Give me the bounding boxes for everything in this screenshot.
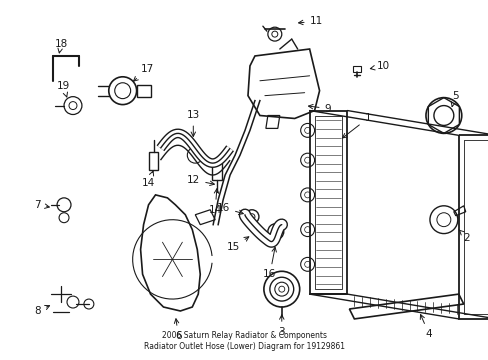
Text: 14: 14: [208, 189, 222, 215]
Text: 17: 17: [133, 64, 154, 81]
Text: 18: 18: [54, 39, 67, 53]
Text: 16: 16: [263, 247, 276, 279]
Text: 12: 12: [186, 175, 214, 185]
Text: 9: 9: [308, 104, 330, 113]
Text: 3: 3: [278, 315, 285, 337]
Text: 16: 16: [216, 203, 243, 215]
Text: 15: 15: [226, 237, 248, 252]
Text: 4: 4: [419, 315, 431, 339]
Text: 19: 19: [56, 81, 69, 97]
Text: 8: 8: [35, 305, 49, 316]
Bar: [463, 140, 488, 314]
Bar: [212, 162, 222, 180]
Text: 7: 7: [35, 200, 49, 210]
Text: 10: 10: [369, 61, 389, 71]
Bar: [458, 135, 488, 319]
Text: 6: 6: [174, 319, 182, 341]
Text: 11: 11: [298, 16, 322, 26]
Bar: [148, 152, 158, 170]
Text: 2: 2: [458, 230, 469, 243]
Bar: [314, 116, 342, 289]
Text: 2006 Saturn Relay Radiator & Components
Radiator Outlet Hose (Lower) Diagram for: 2006 Saturn Relay Radiator & Components …: [143, 331, 344, 351]
Bar: [309, 111, 346, 294]
Text: 5: 5: [450, 91, 458, 107]
Text: 13: 13: [186, 111, 200, 136]
Text: 1: 1: [342, 113, 370, 138]
Text: 14: 14: [142, 171, 155, 188]
Bar: [353, 66, 361, 72]
